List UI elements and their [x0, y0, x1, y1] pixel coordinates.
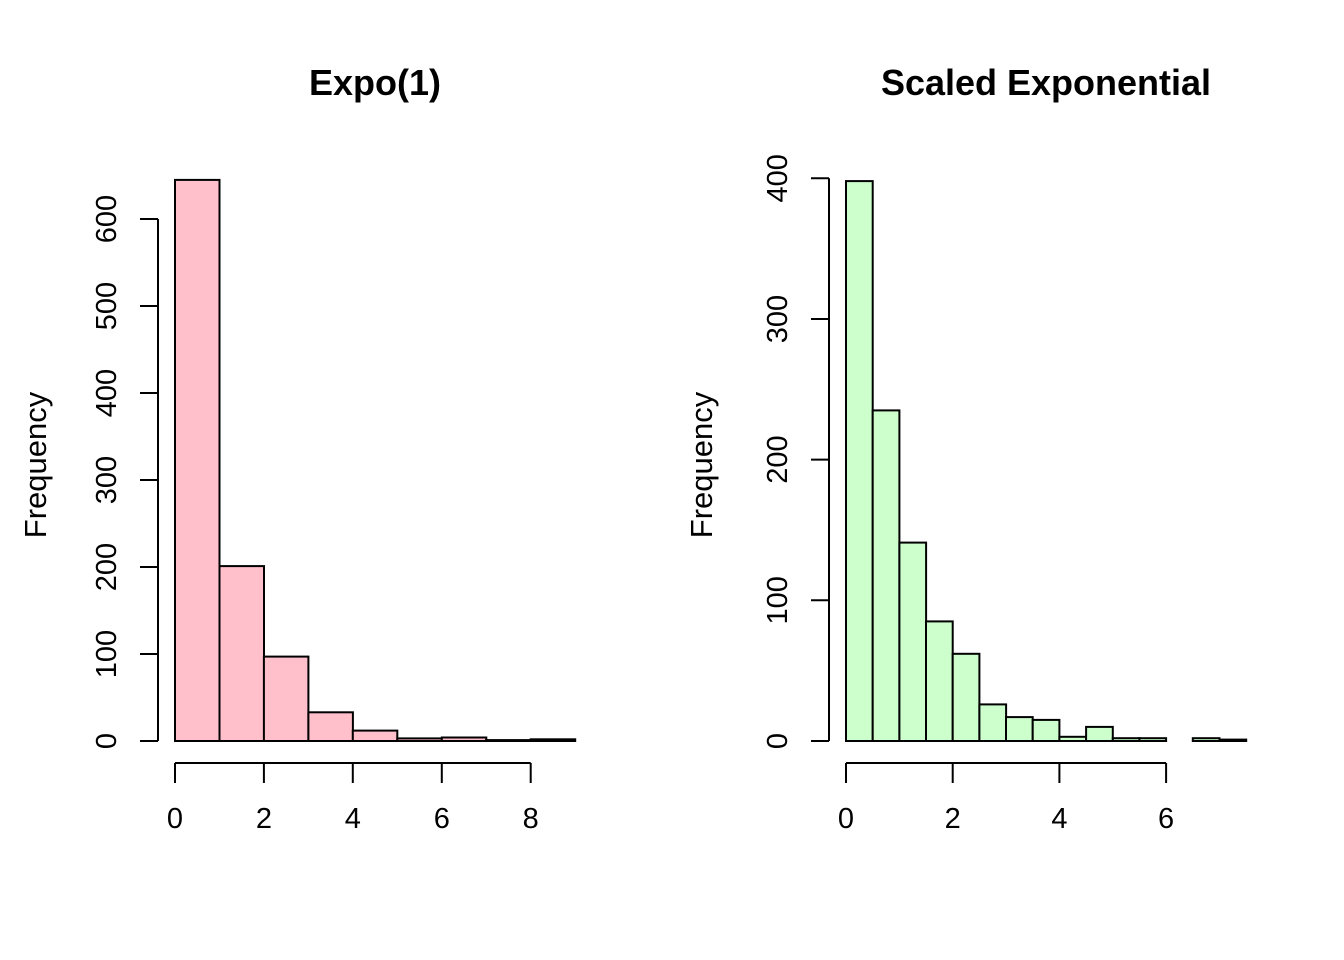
y-tick-label: 400 [762, 154, 794, 202]
x-tick-label: 2 [256, 803, 272, 835]
y-tick-label: 300 [91, 456, 123, 504]
x-tick-label: 8 [523, 803, 539, 835]
y-tick-label: 200 [762, 435, 794, 483]
histogram-bar [1031, 718, 1061, 743]
y-tick-label: 500 [91, 282, 123, 330]
y-tick-label: 200 [91, 543, 123, 591]
x-tick-label: 6 [1158, 803, 1174, 835]
histogram-bar [307, 711, 354, 742]
left-histogram-panel: 0 100 200 300 400 500 600 0 2 4 6 8 [91, 178, 577, 835]
histogram-bar [485, 739, 532, 742]
histogram-bar [1005, 716, 1034, 742]
histogram-bar [871, 409, 901, 742]
right-histogram-panel: 0 100 200 300 400 0 2 4 6 [762, 154, 1248, 835]
x-tick-label: 6 [434, 803, 450, 835]
y-tick-label: 300 [762, 295, 794, 343]
histogram-bar [898, 541, 928, 742]
x-tick-label: 4 [1051, 803, 1067, 835]
histogram-bar [1058, 735, 1088, 742]
histogram-bar [174, 178, 221, 742]
histogram-bar [440, 736, 488, 742]
histogram-bar [978, 703, 1008, 743]
histogram-bar [529, 738, 577, 742]
histogram-bar [218, 565, 265, 742]
histogram-bar [262, 655, 310, 742]
y-tick-label: 400 [91, 369, 123, 417]
y-tick-label: 100 [91, 630, 123, 678]
histogram-bar [396, 737, 443, 743]
histogram-bar [1138, 737, 1168, 743]
histogram-bar [1191, 737, 1221, 743]
right-y-axis-label: Frequency [684, 391, 719, 538]
y-tick-label: 100 [762, 576, 794, 624]
x-tick-label: 2 [945, 803, 961, 835]
left-y-axis-label: Frequency [18, 391, 53, 538]
x-tick-label: 0 [838, 803, 854, 835]
histogram-bar [925, 620, 954, 743]
histogram-bar [1085, 725, 1114, 743]
histogram-bar [1111, 737, 1141, 743]
right-plot-title: Scaled Exponential [881, 62, 1211, 103]
y-tick-label: 600 [91, 195, 123, 243]
y-tick-label: 0 [762, 733, 794, 749]
left-plot-title: Expo(1) [309, 62, 441, 103]
histogram-bar [951, 652, 981, 742]
histogram-bar [845, 180, 874, 743]
x-tick-label: 0 [167, 803, 183, 835]
x-tick-label: 4 [345, 803, 361, 835]
histogram-bar [351, 729, 399, 742]
y-tick-label: 0 [91, 733, 123, 749]
histogram-bar [1218, 738, 1248, 742]
